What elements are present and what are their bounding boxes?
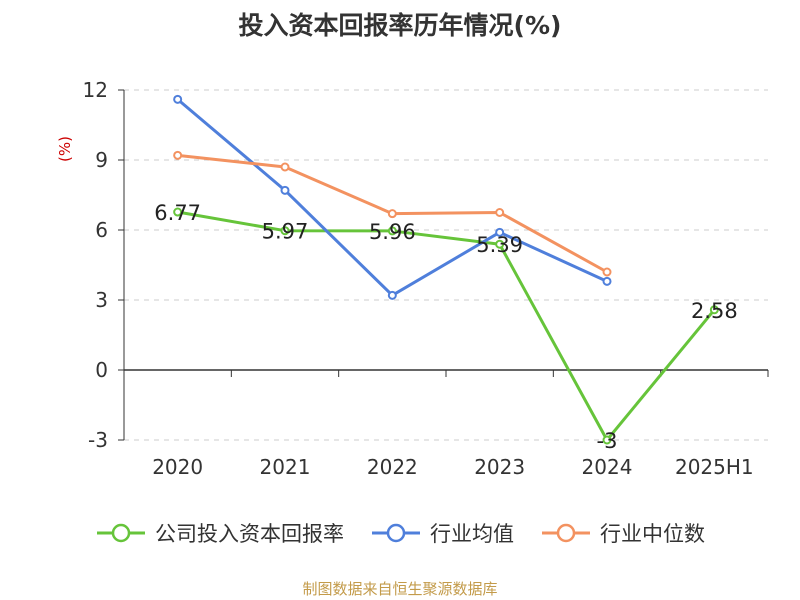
- source-note: 制图数据来自恒生聚源数据库: [302, 580, 498, 598]
- data-point: [173, 150, 183, 160]
- series-line-1: [176, 98, 608, 297]
- data-point: [173, 207, 183, 217]
- data-label: 6.77: [154, 201, 201, 225]
- data-point: [602, 276, 612, 286]
- x-tick-label: 2020: [152, 455, 203, 479]
- y-tick-label: 6: [95, 218, 108, 242]
- data-point: [280, 162, 290, 172]
- y-tick-label: 0: [95, 358, 108, 382]
- legend: 公司投入资本回报率 行业均值 行业中位数: [0, 518, 800, 548]
- chart-title: 投入资本回报率历年情况(%): [238, 11, 562, 40]
- legend-item[interactable]: 公司投入资本回报率: [95, 518, 344, 548]
- data-point: [280, 185, 290, 195]
- legend-line-marker-icon: [542, 523, 590, 543]
- data-point: [495, 208, 505, 217]
- x-tick-label: 2025H1: [675, 455, 754, 479]
- data-label: 5.96: [369, 220, 416, 244]
- y-tick-label: 3: [95, 288, 108, 312]
- data-point: [602, 435, 612, 445]
- legend-item[interactable]: 行业均值: [370, 518, 514, 548]
- legend-line-marker-icon: [372, 523, 420, 543]
- x-tick-label: 2023: [474, 455, 525, 479]
- data-label: -3: [597, 429, 618, 453]
- series-line-0: [177, 210, 716, 442]
- data-point: [280, 226, 290, 236]
- data-point: [173, 94, 183, 104]
- legend-label: 行业均值: [430, 522, 514, 546]
- data-label: 5.97: [262, 220, 309, 244]
- legend-item[interactable]: 行业中位数: [540, 518, 705, 548]
- y-tick-label: 12: [83, 78, 108, 102]
- data-label: 5.39: [476, 233, 523, 257]
- x-tick-label: 2024: [582, 455, 633, 479]
- x-tick-label: 2021: [260, 455, 311, 479]
- y-tick-label: -3: [88, 428, 108, 452]
- data-point: [495, 227, 505, 237]
- data-point: [387, 290, 397, 300]
- data-point: [495, 239, 505, 249]
- legend-label: 公司投入资本回报率: [155, 522, 344, 546]
- data-point: [602, 267, 612, 277]
- legend-line-marker-icon: [97, 523, 145, 543]
- data-label: 2.58: [691, 299, 738, 323]
- y-tick-label: 9: [95, 148, 108, 172]
- data-point: [709, 305, 719, 315]
- x-tick-label: 2022: [367, 455, 418, 479]
- data-point: [387, 226, 397, 236]
- data-point: [387, 209, 397, 219]
- legend-label: 行业中位数: [600, 522, 705, 546]
